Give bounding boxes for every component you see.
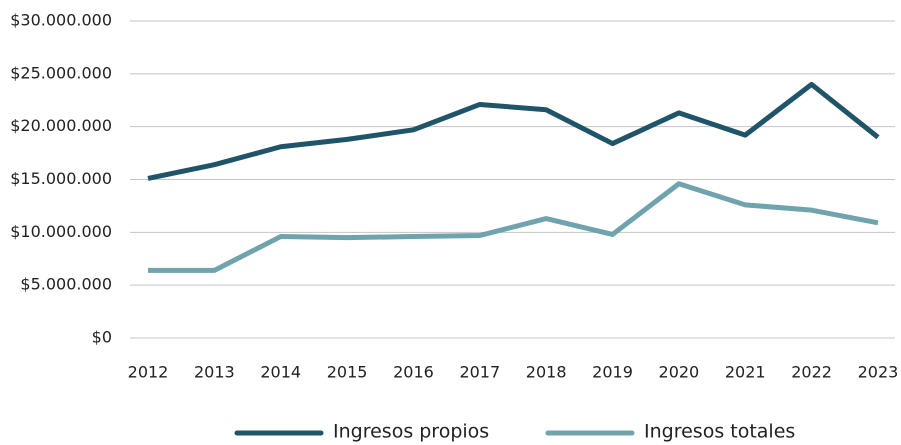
x-tick-label: 2013: [194, 363, 235, 382]
y-tick-label: $15.000.000: [10, 169, 112, 188]
x-tick-label: 2019: [592, 363, 633, 382]
x-tick-label: 2017: [459, 363, 500, 382]
legend-label: Ingresos totales: [644, 421, 795, 443]
line-series: [147, 81, 880, 181]
legend-label: Ingresos propios: [333, 421, 489, 443]
x-tick-label: 2023: [858, 363, 899, 382]
y-tick-label: $25.000.000: [10, 63, 112, 82]
y-tick-label: $5.000.000: [20, 275, 112, 294]
x-tick-label: 2022: [791, 363, 832, 382]
y-tick-label: $30.000.000: [10, 11, 112, 30]
x-tick-label: 2020: [659, 363, 700, 382]
x-tick-label: 2014: [260, 363, 301, 382]
y-tick-label: $10.000.000: [10, 222, 112, 241]
x-tick-label: 2018: [526, 363, 567, 382]
x-tick-label: 2015: [327, 363, 368, 382]
x-tick-label: 2016: [393, 363, 434, 382]
y-tick-label: $0: [92, 328, 112, 347]
x-tick-label: 2012: [128, 363, 169, 382]
x-tick-label: 2021: [725, 363, 766, 382]
line-series: [148, 181, 879, 273]
y-tick-label: $20.000.000: [10, 116, 112, 135]
